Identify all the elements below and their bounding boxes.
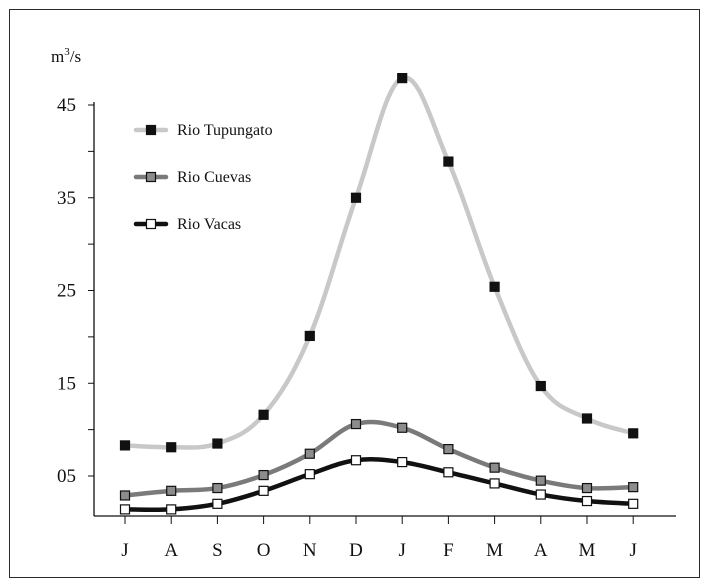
legend-item: Rio Tupungato [133,122,273,139]
data-point [166,442,177,453]
x-tick-label: O [257,540,271,561]
data-point [535,475,546,486]
line-chart: m3/s 05 15 25 35 45 J A S O N D J F M A M J Rio Tupungat… [51,46,676,561]
legend-swatch-marker [145,171,157,183]
data-point [304,330,315,342]
data-point [212,482,223,494]
data-point [212,438,223,449]
data-point [628,428,639,439]
chart-frame: m3/s 05 15 25 35 45 J A S O N D J F M A M J Rio Tupungat… [9,9,700,578]
data-point [119,440,131,451]
data-point [166,504,177,515]
data-point [304,448,315,459]
data-point [535,380,546,392]
data-point [350,418,362,430]
data-point [628,482,639,493]
legend-label: Rio Cuevas [177,169,251,186]
legend-item: Rio Cuevas [133,169,251,186]
data-point [350,192,362,203]
x-tick-label: J [398,540,405,561]
x-tick-label: J [629,540,636,561]
series-layer [119,73,639,515]
legend-label: Rio Vacas [177,216,241,233]
x-tick-label: S [212,540,223,561]
data-point [258,469,269,481]
legend-swatch-marker [145,124,157,136]
y-unit-label: m3/s [51,46,81,66]
x-tick-label: M [579,540,596,561]
y-tick-label: 35 [57,188,76,209]
x-tick-label: M [486,540,503,561]
data-point [443,467,454,478]
x-tick-label: F [443,540,454,561]
legend: Rio Tupungato Rio Cuevas Rio Vacas [133,122,273,233]
y-tick-label: 45 [57,95,76,116]
series-rio-cuevas [119,418,639,501]
data-point [119,504,131,515]
data-point [258,409,269,420]
x-tick-label: N [303,540,317,561]
y-tick-label: 25 [57,281,76,302]
data-point [443,444,454,455]
data-point [258,485,269,496]
data-point [489,462,500,473]
data-point [489,281,500,292]
data-point [489,478,500,489]
data-point [212,498,223,509]
data-point [166,485,177,496]
x-tick-label: A [164,540,178,561]
series-rio-tupungato [119,73,639,453]
data-point [397,422,408,433]
data-point [535,489,546,500]
data-point [397,456,408,468]
data-point [628,498,639,509]
data-point [443,156,454,167]
data-point [304,469,315,480]
data-point [350,455,362,466]
x-tick-label: J [121,540,128,561]
data-point [581,482,593,494]
axes: 05 15 25 35 45 J A S O N D J F M A M J [57,95,676,561]
data-point [581,413,593,424]
data-point [119,490,131,501]
legend-label: Rio Tupungato [177,122,273,139]
data-point [397,73,408,84]
x-tick-label: A [534,540,548,561]
x-tick-label: D [349,540,363,561]
legend-swatch-marker [145,218,157,230]
series-rio-vacas [119,455,639,515]
data-point [581,495,593,507]
legend-item: Rio Vacas [133,216,241,233]
y-tick-label: 15 [57,373,76,394]
y-tick-label: 05 [57,466,76,487]
